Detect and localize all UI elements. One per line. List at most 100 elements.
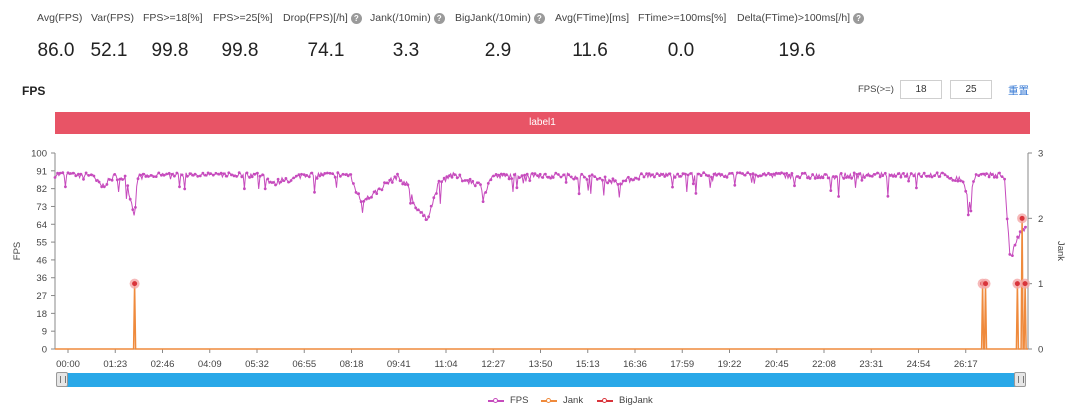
metric-label-text: Drop(FPS)[/h] — [283, 12, 348, 24]
metric-label-text: FPS>=18[%] — [143, 12, 203, 24]
fps-point — [554, 171, 558, 175]
metric-value: 2.9 — [484, 40, 512, 61]
label-bar[interactable]: label1 — [55, 112, 1030, 134]
fps-point — [484, 191, 488, 194]
fps-point — [201, 171, 205, 175]
fps-point — [852, 171, 856, 175]
fps-point — [390, 181, 394, 184]
fps-point — [74, 174, 78, 178]
fps-point — [131, 208, 135, 211]
fps-point — [82, 177, 85, 181]
legend-swatch — [541, 397, 557, 405]
fps-point — [136, 177, 140, 181]
fps-point — [463, 179, 467, 182]
fps-point — [593, 175, 597, 178]
fps-point — [1011, 254, 1014, 257]
y-left-tick-label: 55 — [36, 238, 47, 249]
fps-point — [1024, 225, 1027, 229]
help-icon[interactable]: ? — [433, 12, 445, 24]
fps-point — [868, 174, 872, 178]
fps-point — [219, 171, 223, 175]
fps-point — [764, 173, 768, 177]
help-icon[interactable]: ? — [853, 12, 865, 24]
fps-point — [108, 178, 111, 181]
fps-point — [580, 172, 584, 176]
fps-point — [432, 196, 436, 200]
fps-point — [564, 181, 568, 184]
fps-point — [354, 191, 358, 194]
bigjank-marker — [1022, 281, 1028, 287]
fps-point — [813, 177, 817, 180]
fps-point — [912, 174, 916, 178]
fps-point — [258, 174, 262, 178]
fps-point — [883, 171, 887, 175]
fps-point — [956, 179, 960, 183]
fps-point — [89, 173, 93, 177]
fps-point — [881, 174, 885, 177]
legend-item[interactable]: FPS — [488, 395, 528, 406]
fps-point — [362, 199, 366, 203]
threshold-input-1[interactable] — [900, 80, 942, 99]
fps-point — [569, 175, 573, 179]
slider-handle-right[interactable] — [1014, 372, 1026, 387]
fps-point — [193, 172, 197, 176]
section-title: FPS — [22, 84, 46, 98]
fps-point — [588, 174, 591, 178]
fps-point — [66, 171, 70, 175]
y-left-tick-label: 27 — [36, 291, 47, 302]
x-tick-label: 22:08 — [812, 359, 836, 370]
metric-label-text: Delta(FTime)>100ms[/h] — [737, 12, 851, 24]
fps-point — [767, 171, 770, 175]
fps-point — [546, 175, 550, 179]
fps-point — [188, 172, 192, 176]
reset-button[interactable]: 重置 — [1008, 85, 1029, 97]
fps-chart[interactable]: 100 91 82 73 64 55 46 36 27 18 9 0 3 2 1 0 00:00 01:23 02:… — [0, 145, 1080, 371]
fps-point — [832, 175, 835, 178]
y-left-tick-label: 18 — [36, 309, 47, 320]
legend-item[interactable]: BigJank — [597, 395, 653, 406]
fps-point — [800, 172, 804, 175]
fps-point — [738, 171, 742, 175]
fps-point — [733, 183, 737, 187]
fps-point — [925, 174, 929, 178]
fps-point — [969, 209, 973, 213]
fps-point — [58, 171, 62, 175]
threshold-input-2[interactable] — [950, 80, 992, 99]
fps-point — [678, 174, 682, 178]
fps-point — [165, 172, 169, 176]
fps-point — [585, 178, 589, 181]
fps-point — [141, 172, 145, 176]
fps-point — [346, 174, 350, 178]
fps-point — [1000, 175, 1004, 178]
help-icon[interactable]: ? — [350, 12, 362, 24]
fps-point — [943, 173, 947, 177]
help-icon[interactable]: ? — [533, 12, 545, 24]
x-tick-label: 15:13 — [576, 359, 600, 370]
fps-point — [798, 176, 802, 180]
fps-point — [904, 174, 908, 178]
fps-point — [964, 189, 968, 193]
fps-point — [385, 181, 389, 185]
fps-point — [437, 179, 441, 183]
fps-point — [870, 174, 874, 178]
metric-label: Delta(FTime)>100ms[/h]? — [737, 12, 865, 24]
fps-point — [518, 176, 521, 179]
fps-point — [481, 200, 485, 203]
fps-point — [84, 171, 88, 175]
metric-value: 99.8 — [151, 40, 189, 61]
fps-point — [785, 172, 789, 175]
slider-handle-left[interactable] — [56, 372, 68, 387]
bigjank-marker — [132, 281, 138, 287]
metric-label: FPS>=18[%] — [143, 12, 203, 24]
fps-point — [1008, 253, 1012, 256]
fps-point — [601, 178, 604, 182]
fps-point — [611, 177, 615, 181]
fps-point — [694, 192, 698, 195]
fps-point — [502, 172, 506, 176]
fps-point — [499, 172, 503, 176]
fps-point — [676, 172, 680, 176]
legend-item[interactable]: Jank — [541, 395, 583, 406]
timeline-slider-track[interactable] — [60, 373, 1024, 387]
fps-point — [147, 175, 150, 178]
fps-point — [627, 175, 630, 179]
